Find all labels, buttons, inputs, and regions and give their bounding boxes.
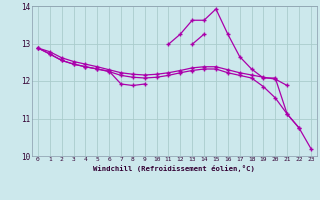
X-axis label: Windchill (Refroidissement éolien,°C): Windchill (Refroidissement éolien,°C) xyxy=(93,165,255,172)
